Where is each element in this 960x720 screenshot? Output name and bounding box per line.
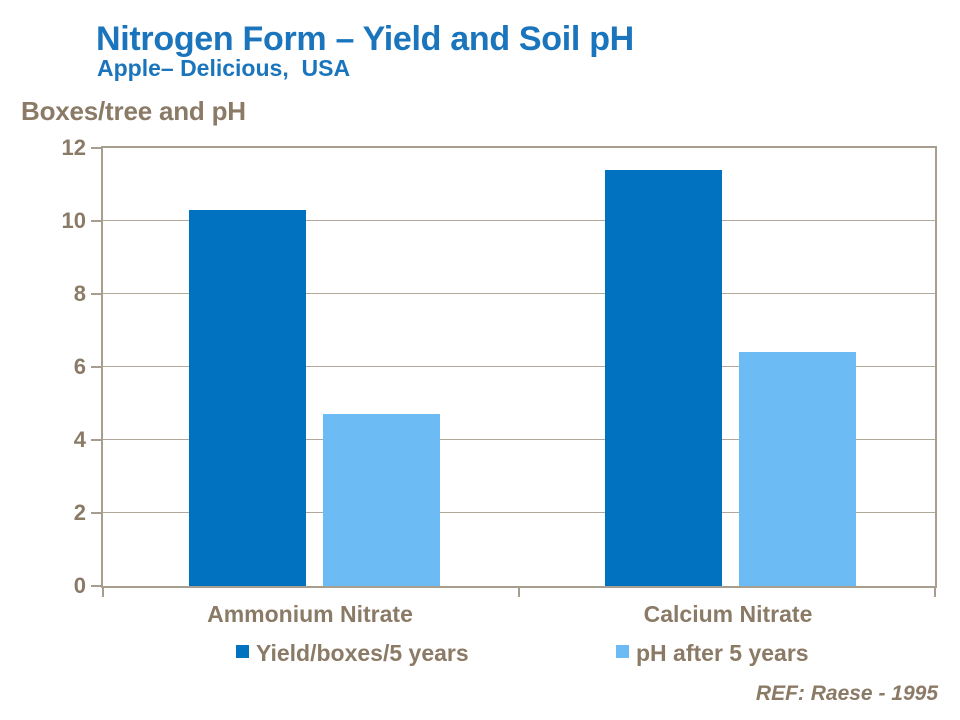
- legend-swatch-icon: [236, 645, 249, 658]
- y-tick-mark: [91, 147, 101, 149]
- y-tick-label: 10: [61, 208, 86, 233]
- y-tick-mark: [91, 293, 101, 295]
- y-tick-mark: [91, 366, 101, 368]
- legend-item-yield-boxes-5-years: Yield/boxes/5 years: [236, 640, 469, 666]
- x-tick-mark: [102, 588, 104, 597]
- plot-area: [101, 146, 937, 588]
- legend-label: pH after 5 years: [636, 640, 809, 666]
- y-tick-mark: [91, 220, 101, 222]
- gridline: [103, 220, 935, 221]
- x-axis-category-labels: Ammonium Nitrate Calcium Nitrate: [101, 601, 937, 627]
- gridline: [103, 366, 935, 367]
- y-tick-mark: [91, 585, 101, 587]
- category-label-ammonium-nitrate: Ammonium Nitrate: [207, 601, 413, 627]
- slide-title: Nitrogen Form – Yield and Soil pH: [96, 20, 634, 58]
- legend-label: Yield/boxes/5 years: [256, 640, 469, 666]
- bar-ph-after-5-years-calcium-nitrate: [739, 352, 856, 586]
- gridline: [103, 293, 935, 294]
- slide-subtitle: Apple– Delicious, USA: [97, 55, 351, 81]
- legend-swatch-icon: [616, 645, 629, 658]
- y-tick-label: 12: [61, 135, 86, 160]
- x-tick-mark: [934, 588, 936, 597]
- y-tick-mark: [91, 512, 101, 514]
- bar-ph-after-5-years-ammonium-nitrate: [323, 414, 440, 586]
- y-axis-title: Boxes/tree and pH: [21, 96, 246, 126]
- y-tick-label: 4: [73, 427, 86, 452]
- category-label-calcium-nitrate: Calcium Nitrate: [643, 601, 813, 627]
- y-tick-label: 2: [73, 500, 86, 525]
- gridline: [103, 439, 935, 440]
- y-tick-label: 6: [73, 354, 86, 379]
- gridline: [103, 512, 935, 513]
- bar-yield-calcium-nitrate: [605, 169, 722, 586]
- y-tick-label: 8: [73, 281, 86, 306]
- y-tick-label: 0: [73, 573, 86, 598]
- reference-text: REF: Raese - 1995: [755, 682, 938, 705]
- legend-item-ph-after-5-years: pH after 5 years: [616, 640, 809, 666]
- bar-yield-ammonium-nitrate: [189, 210, 306, 586]
- x-tick-mark: [518, 588, 520, 597]
- y-tick-mark: [91, 439, 101, 441]
